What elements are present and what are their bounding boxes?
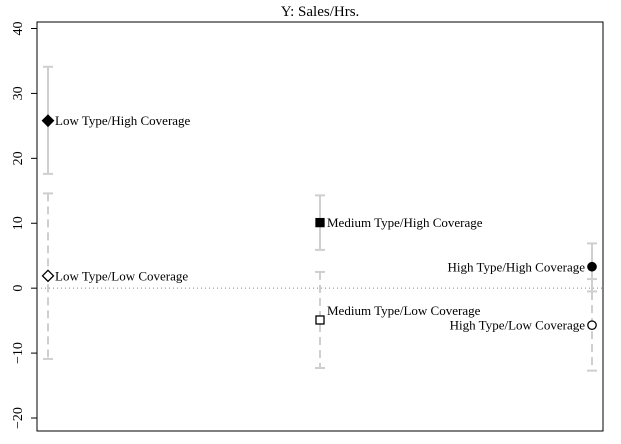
label-low-type-low-coverage: Low Type/Low Coverage	[55, 268, 188, 283]
marker-medium-type-low-coverage	[315, 315, 325, 325]
label-medium-type-low-coverage: Medium Type/Low Coverage	[327, 303, 481, 318]
marker-low-type-low-coverage	[41, 269, 55, 283]
y-tick-label: −20	[11, 407, 26, 429]
label-medium-type-high-coverage: Medium Type/High Coverage	[327, 215, 483, 230]
marker-medium-type-high-coverage	[315, 217, 325, 228]
y-tick-label: 0	[11, 285, 26, 292]
marker-low-type-high-coverage	[41, 114, 55, 128]
label-low-type-high-coverage: Low Type/High Coverage	[55, 113, 191, 128]
y-tick-label: −10	[11, 342, 26, 364]
label-high-type-low-coverage: High Type/Low Coverage	[450, 318, 586, 333]
y-tick-label: 30	[11, 86, 26, 100]
chart-title: Y: Sales/Hrs.	[281, 4, 360, 20]
label-high-type-high-coverage: High Type/High Coverage	[448, 259, 586, 274]
y-tick-label: 20	[11, 151, 26, 165]
y-axis: −20 −10 0 10 20 30 40	[11, 21, 37, 429]
marker-high-type-high-coverage	[587, 261, 597, 272]
y-tick-label: 10	[11, 216, 26, 230]
marker-high-type-low-coverage	[587, 320, 597, 331]
plot-frame	[36, 21, 604, 432]
data-markers	[41, 114, 597, 331]
point-labels: Low Type/High Coverage Low Type/Low Cover…	[55, 113, 585, 332]
y-tick-label: 40	[11, 21, 26, 35]
